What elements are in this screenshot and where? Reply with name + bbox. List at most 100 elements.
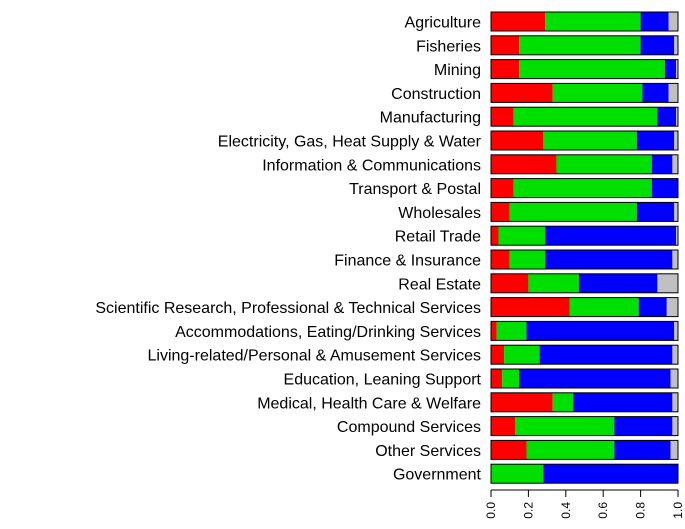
bar-segment-2 bbox=[552, 83, 643, 103]
category-label: Compound Services bbox=[337, 419, 481, 436]
bar-segment-3 bbox=[651, 154, 673, 174]
category-label: Information & Communications bbox=[262, 157, 481, 174]
x-axis: 0.0 0.2 0.4 0.6 0.8 1.0 bbox=[484, 489, 685, 519]
bar-segment-2 bbox=[515, 416, 615, 436]
bar-segment-3 bbox=[640, 35, 675, 55]
x-tick-label: 1.0 bbox=[671, 502, 685, 519]
bar-segment-3 bbox=[545, 226, 677, 246]
category-labels: Agriculture Fisheries Mining Construction Ma… bbox=[95, 15, 481, 484]
bars-group bbox=[490, 11, 679, 484]
bar-segment-2 bbox=[556, 154, 652, 174]
bar-segment-3 bbox=[543, 464, 678, 484]
bar-segment-4 bbox=[674, 321, 678, 341]
bar-segment-2 bbox=[504, 345, 540, 365]
bar-segment-2 bbox=[552, 392, 574, 412]
bar-segment-2 bbox=[545, 12, 641, 31]
x-tick-label: 0.2 bbox=[521, 502, 535, 519]
category-label: Transport & Postal bbox=[349, 181, 481, 198]
bar-segment-4 bbox=[672, 250, 678, 269]
bar-outline bbox=[490, 344, 679, 365]
bar-segment-3 bbox=[657, 107, 677, 127]
bar-outline bbox=[490, 35, 679, 56]
bar-segment-3 bbox=[640, 12, 669, 31]
bar-segment-1 bbox=[491, 202, 510, 222]
category-label: Other Services bbox=[375, 443, 481, 460]
bar-outline bbox=[490, 463, 679, 484]
bar-segment-4 bbox=[670, 440, 678, 460]
bar-outline bbox=[490, 320, 679, 341]
bar-segment-2 bbox=[519, 59, 665, 79]
x-tick-label: 0.8 bbox=[634, 502, 648, 519]
bar-segment-4 bbox=[674, 131, 678, 150]
bar-segment-2 bbox=[496, 321, 527, 341]
bar-segment-1 bbox=[491, 59, 520, 79]
category-label: Retail Trade bbox=[395, 229, 481, 246]
bar-segment-1 bbox=[491, 154, 557, 174]
bar-outline bbox=[490, 82, 679, 103]
category-label: Fisheries bbox=[416, 38, 481, 55]
bar-segment-1 bbox=[491, 83, 553, 103]
bar-segment-3 bbox=[614, 440, 671, 460]
x-tick-label: 0.6 bbox=[596, 502, 610, 519]
category-label: Electricity, Gas, Heat Supply & Water bbox=[218, 134, 482, 151]
bar-segment-3 bbox=[573, 392, 673, 412]
bar-segment-2 bbox=[526, 440, 615, 460]
category-label: Scientific Research, Professional & Tech… bbox=[95, 300, 481, 317]
bar-segment-2 bbox=[528, 273, 579, 293]
bar-segment-1 bbox=[491, 226, 499, 246]
bar-segment-4 bbox=[674, 202, 678, 222]
category-label: Medical, Health Care & Welfare bbox=[257, 395, 481, 412]
bar-segment-1 bbox=[491, 273, 529, 293]
bar-segment-1 bbox=[491, 178, 514, 198]
bar-segment-4 bbox=[676, 226, 678, 246]
bar-segment-2 bbox=[509, 202, 637, 222]
category-label: Real Estate bbox=[398, 276, 481, 293]
bar-outline bbox=[490, 368, 679, 389]
bar-segment-2 bbox=[509, 250, 546, 269]
bar-segment-1 bbox=[491, 392, 553, 412]
bar-segment-1 bbox=[491, 345, 505, 365]
bar-outline bbox=[490, 249, 679, 270]
bar-segment-2 bbox=[491, 464, 544, 484]
bar-segment-4 bbox=[672, 416, 678, 436]
bar-segment-2 bbox=[498, 226, 546, 246]
bar-segment-3 bbox=[578, 273, 658, 293]
bar-segment-2 bbox=[569, 297, 639, 317]
bar-segment-4 bbox=[676, 107, 678, 127]
bar-segment-4 bbox=[666, 297, 678, 317]
x-tick-label: 0.4 bbox=[559, 502, 573, 519]
bar-segment-2 bbox=[519, 35, 641, 55]
bar-outline bbox=[490, 273, 679, 294]
bar-outline bbox=[490, 154, 679, 175]
category-label: Finance & Insurance bbox=[334, 253, 481, 270]
bar-segment-4 bbox=[674, 35, 678, 55]
bar-segment-1 bbox=[491, 297, 570, 317]
x-tick-label: 0.0 bbox=[484, 502, 498, 519]
bar-segment-1 bbox=[491, 35, 520, 55]
bar-segment-1 bbox=[491, 250, 510, 269]
bar-segment-3 bbox=[651, 178, 678, 198]
bar-outline bbox=[490, 201, 679, 222]
bar-segment-2 bbox=[513, 178, 652, 198]
bar-segment-3 bbox=[539, 345, 673, 365]
bar-outline bbox=[490, 11, 679, 32]
bar-segment-3 bbox=[664, 59, 677, 79]
bar-segment-1 bbox=[491, 369, 503, 388]
bar-segment-2 bbox=[543, 131, 637, 150]
bar-segment-4 bbox=[672, 345, 678, 365]
category-label: Education, Leaning Support bbox=[284, 372, 482, 389]
bar-outline bbox=[490, 130, 679, 151]
bar-outline bbox=[490, 59, 679, 80]
bar-segment-3 bbox=[636, 131, 675, 150]
category-label: Government bbox=[393, 467, 482, 484]
bar-segment-3 bbox=[638, 297, 667, 317]
bar-segment-2 bbox=[502, 369, 520, 388]
bar-segment-3 bbox=[642, 83, 669, 103]
bar-segment-4 bbox=[668, 83, 678, 103]
category-label: Wholesales bbox=[398, 205, 481, 222]
bar-outline bbox=[490, 106, 679, 127]
bar-outline bbox=[490, 178, 679, 199]
bar-segment-1 bbox=[491, 321, 497, 341]
bar-segment-3 bbox=[614, 416, 673, 436]
